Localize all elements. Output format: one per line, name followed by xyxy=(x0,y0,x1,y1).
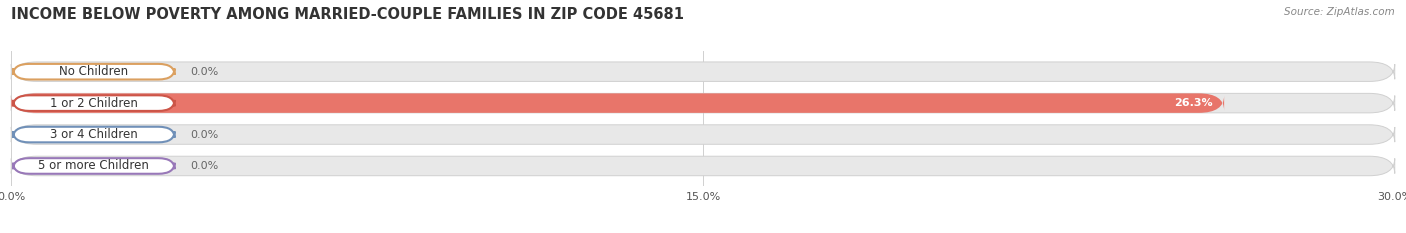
FancyBboxPatch shape xyxy=(13,64,174,79)
FancyBboxPatch shape xyxy=(13,95,174,111)
FancyBboxPatch shape xyxy=(13,127,174,142)
Text: 0.0%: 0.0% xyxy=(191,161,219,171)
FancyBboxPatch shape xyxy=(11,125,1395,144)
FancyBboxPatch shape xyxy=(11,62,1395,81)
Text: Source: ZipAtlas.com: Source: ZipAtlas.com xyxy=(1284,7,1395,17)
Text: No Children: No Children xyxy=(59,65,128,78)
Text: 3 or 4 Children: 3 or 4 Children xyxy=(51,128,138,141)
Text: 1 or 2 Children: 1 or 2 Children xyxy=(49,97,138,110)
Text: 0.0%: 0.0% xyxy=(191,130,219,140)
FancyBboxPatch shape xyxy=(11,156,1395,176)
Text: 5 or more Children: 5 or more Children xyxy=(38,159,149,172)
Text: 26.3%: 26.3% xyxy=(1174,98,1212,108)
Text: INCOME BELOW POVERTY AMONG MARRIED-COUPLE FAMILIES IN ZIP CODE 45681: INCOME BELOW POVERTY AMONG MARRIED-COUPL… xyxy=(11,7,685,22)
FancyBboxPatch shape xyxy=(11,93,1225,113)
FancyBboxPatch shape xyxy=(13,158,174,174)
FancyBboxPatch shape xyxy=(11,93,1395,113)
Text: 0.0%: 0.0% xyxy=(191,67,219,77)
